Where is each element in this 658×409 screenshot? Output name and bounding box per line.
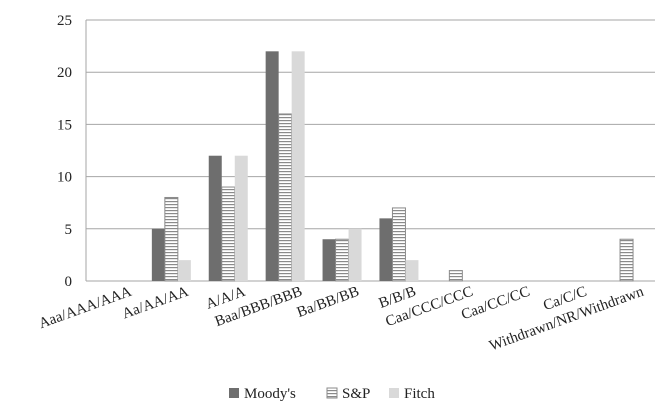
legend-label: S&P bbox=[342, 386, 370, 402]
bar bbox=[322, 239, 336, 281]
legend-label: Fitch bbox=[404, 386, 435, 402]
bar bbox=[265, 51, 279, 281]
legend: Moody's S&P Fitch bbox=[229, 386, 435, 402]
bar bbox=[291, 51, 305, 281]
bar bbox=[278, 113, 293, 282]
bars bbox=[151, 51, 634, 282]
bar bbox=[177, 260, 191, 281]
legend-swatch bbox=[389, 388, 399, 398]
legend-swatch bbox=[229, 388, 239, 398]
gridlines bbox=[86, 19, 655, 230]
bar bbox=[335, 238, 350, 282]
bar bbox=[379, 218, 393, 281]
bar bbox=[619, 238, 634, 282]
y-tick-label: 15 bbox=[57, 117, 72, 133]
bar bbox=[208, 155, 222, 281]
bar bbox=[348, 228, 362, 281]
y-tick-label: 10 bbox=[57, 170, 72, 186]
y-tick-label: 0 bbox=[65, 274, 73, 290]
bar bbox=[448, 270, 463, 282]
bar bbox=[221, 186, 236, 282]
x-tick-label: Ba/BB/BB bbox=[295, 284, 362, 321]
legend-swatch bbox=[326, 387, 338, 399]
bar bbox=[151, 228, 165, 281]
legend-label: Moody's bbox=[244, 386, 296, 402]
bar bbox=[234, 155, 248, 281]
bar bbox=[164, 196, 179, 282]
bar bbox=[405, 260, 419, 281]
y-tick-labels: 0 5 10 15 20 25 bbox=[57, 13, 72, 290]
y-tick-label: 5 bbox=[65, 222, 73, 238]
bar bbox=[391, 207, 406, 282]
x-tick-label: Aaa/AAA/AAA bbox=[37, 284, 134, 332]
x-tick-label: Aa/AA/AA bbox=[120, 284, 191, 323]
y-tick-label: 20 bbox=[57, 65, 72, 81]
y-tick-label: 25 bbox=[57, 13, 72, 29]
